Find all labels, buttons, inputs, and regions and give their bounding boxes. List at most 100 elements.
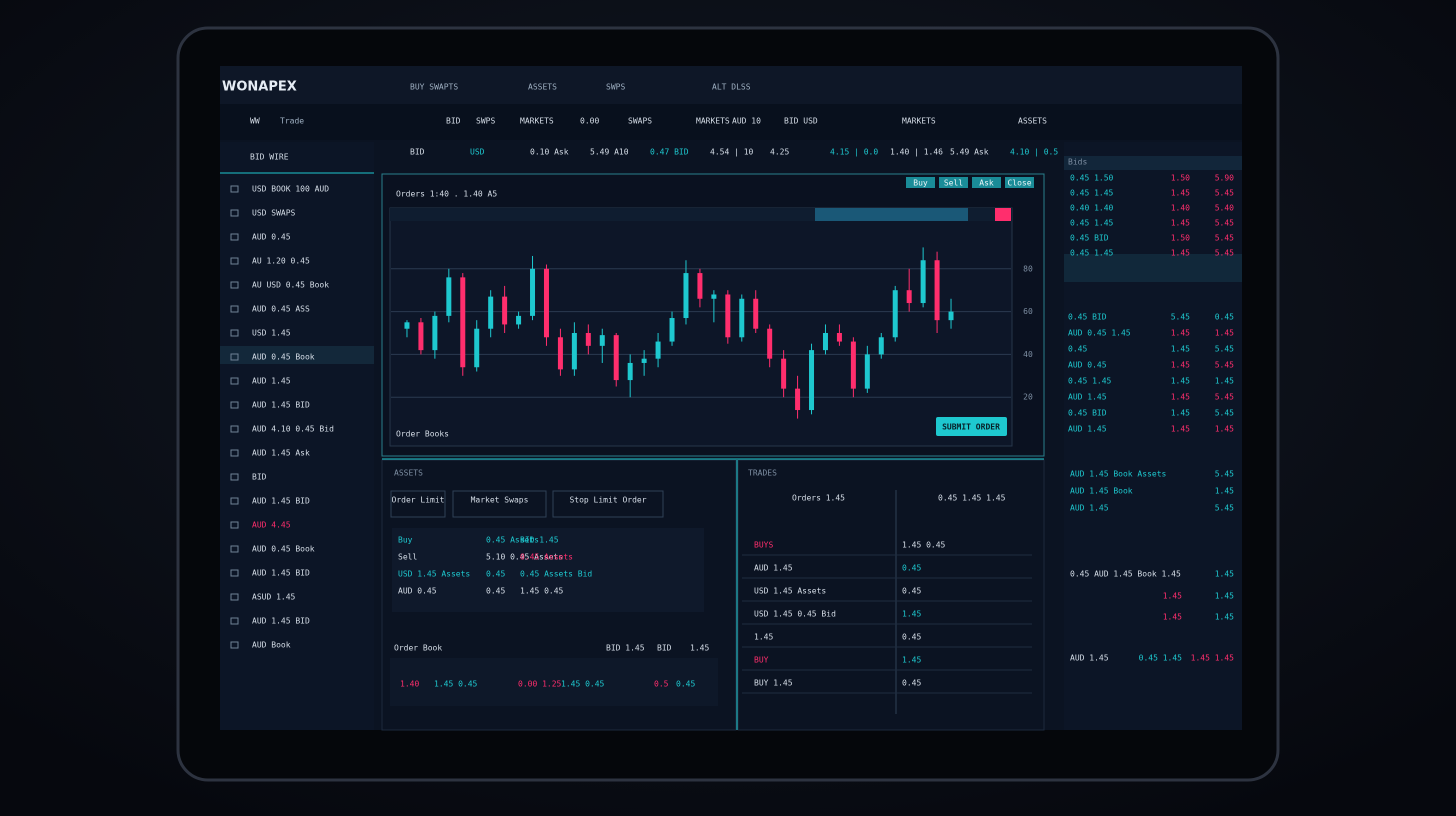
candle-body [795, 388, 801, 411]
sidebar-item: AUD 0.45 [252, 233, 291, 242]
summary-cell: AUD 1.45 Book Assets [1070, 470, 1167, 479]
order-book-box [390, 658, 718, 706]
sidebar-icon [230, 329, 239, 337]
trade-cell: 1.45 [902, 656, 921, 665]
candle-body [627, 362, 633, 381]
candle-body [502, 296, 508, 325]
candle-body [753, 298, 759, 329]
sidebar-icon [230, 473, 239, 481]
footer-cell: 1.45 [1215, 592, 1234, 601]
trade-cell: 1.45 [902, 610, 921, 619]
submit-button[interactable] [936, 417, 1007, 436]
sidebar-icon [230, 641, 239, 649]
ask-name: 0.45 1.45 [1070, 189, 1114, 198]
brand: WONAPEX [222, 80, 297, 95]
order-book-value: 1.45 0.45 [434, 680, 478, 689]
sidebar-icon [230, 353, 239, 361]
sidebar-item: ASUD 1.45 [252, 593, 296, 602]
ticker-item: 4.54 | 10 [710, 148, 754, 157]
sidebar-icon [230, 377, 239, 385]
order-cell: Sell [398, 553, 417, 562]
trade-cell: 0.45 [902, 633, 921, 642]
trade-cell: 1.45 0.45 [902, 541, 946, 550]
candle-body [878, 337, 884, 355]
candle-body [822, 333, 828, 351]
chart-close[interactable] [995, 208, 1011, 221]
trade-cell: BUY 1.45 [754, 679, 793, 688]
sidebar-icon [230, 569, 239, 577]
chart-button-label: Sell [944, 179, 963, 188]
candle-body [892, 290, 898, 338]
sidebar-item: AUD 1.45 BID [252, 497, 310, 506]
order-book-head: 1.45 [690, 644, 709, 653]
trade-cell: 0.45 [902, 564, 921, 573]
bid-name: AUD 0.45 1.45 [1068, 329, 1131, 338]
sidebar-icon [230, 209, 239, 217]
sidebar-item: AUD 0.45 Book [252, 545, 315, 554]
ticker-item: 5.49 A10 [590, 148, 629, 157]
ticker-item: USD [470, 148, 485, 157]
tab: MARKETS [520, 117, 554, 126]
tab: MARKETS [902, 117, 936, 126]
order-cell: 0.45 Assets [486, 536, 539, 545]
trade-cell: USD 1.45 0.45 Bid [754, 610, 836, 619]
footer-cell: 1.45 1.45 [1191, 654, 1235, 663]
ask-name: 0.40 1.40 [1070, 204, 1114, 213]
summary-cell: AUD 1.45 Book [1070, 487, 1133, 496]
candle-body [585, 333, 591, 346]
tab: MARKETS [696, 117, 730, 126]
candle-body [516, 315, 522, 325]
sidebar-highlight [220, 346, 374, 364]
ask-price: 1.45 [1171, 219, 1190, 228]
chart-button[interactable] [906, 177, 935, 188]
bid-name: 0.45 BID [1068, 409, 1107, 418]
candle-body [571, 333, 577, 370]
chart-button-label: Ask [979, 179, 994, 188]
candle-body [488, 296, 494, 329]
footer-cell: AUD 1.45 [1070, 654, 1109, 663]
candle-body [599, 335, 605, 346]
candle-body [739, 298, 745, 338]
sidebar-item: USD 1.45 [252, 329, 291, 338]
y-tick-label: 80 [1023, 264, 1033, 273]
panel-title: ASSETS [394, 469, 423, 478]
sidebar-icon [230, 617, 239, 625]
sidebar-item: AUD 1.45 BID [252, 569, 310, 578]
footer-cell: 0.45 AUD 1.45 Book 1.45 [1070, 570, 1181, 579]
order-tab[interactable] [390, 490, 446, 518]
order-tab-label: Market Swaps [471, 496, 529, 505]
order-book-value: 0.00 1.25 [518, 680, 562, 689]
chart-button[interactable] [972, 177, 1001, 188]
order-cell: 0.45 [486, 570, 505, 579]
order-book-value: 1.40 [400, 680, 419, 689]
ask-price: 1.40 [1171, 204, 1190, 213]
top-bar [220, 66, 1242, 104]
sidebar-item: AUD 4.10 0.45 Bid [252, 425, 334, 434]
nav-item: BUY SWAPTS [410, 83, 458, 92]
tab: ASSETS [1018, 117, 1047, 126]
ask-name: 0.45 1.45 [1070, 249, 1114, 258]
ticker-item: 4.25 [770, 148, 789, 157]
chart-button[interactable] [939, 177, 968, 188]
candle-body [836, 333, 842, 342]
chart-button-label: Close [1007, 179, 1031, 188]
candle-body [432, 315, 438, 351]
bid-price: 1.45 [1171, 377, 1190, 386]
ticker-item: 0.47 BID [650, 148, 689, 157]
order-tab[interactable] [452, 490, 547, 518]
order-tab[interactable] [552, 490, 664, 518]
orders-table [392, 528, 704, 612]
orderbook-panel [1064, 142, 1242, 730]
bid-price: 5.45 [1171, 313, 1190, 322]
chart-button[interactable] [1005, 177, 1034, 188]
ticker-item: 5.49 Ask [950, 148, 989, 157]
ask-size: 5.40 [1215, 204, 1234, 213]
footer-cell: 1.45 [1163, 592, 1182, 601]
footer-cell: 1.45 [1215, 570, 1234, 579]
bid-price: 1.45 [1171, 345, 1190, 354]
bid-price: 1.45 [1171, 361, 1190, 370]
candle-body [711, 294, 717, 299]
chart-range [815, 208, 968, 221]
bid-size: 1.45 [1215, 329, 1234, 338]
